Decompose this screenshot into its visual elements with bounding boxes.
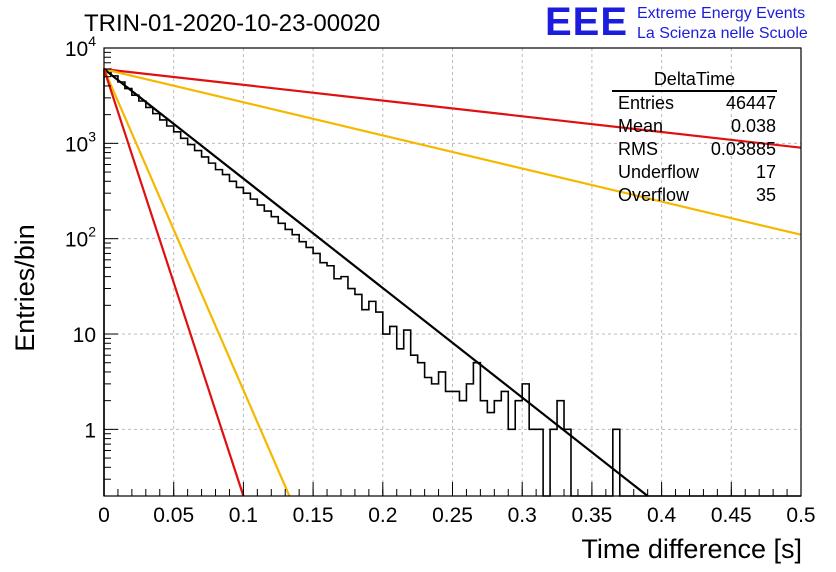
x-tick-label: 0.05 bbox=[153, 504, 194, 527]
plot-title: TRIN-01-2020-10-23-00020 bbox=[84, 10, 381, 37]
x-tick-label: 0.25 bbox=[432, 504, 473, 527]
stats-row: Underflow 17 bbox=[612, 161, 776, 184]
stats-value: 0.038 bbox=[730, 116, 776, 136]
y-tick-label: 104 bbox=[65, 33, 96, 61]
x-tick-label: 0.4 bbox=[647, 504, 677, 527]
fit-line-0 bbox=[103, 68, 802, 149]
stats-row: Mean 0.038 bbox=[612, 115, 776, 138]
x-tick-label: 0.5 bbox=[786, 504, 815, 527]
grid bbox=[104, 48, 801, 496]
stats-title: DeltaTime bbox=[612, 68, 777, 92]
x-tick-label: 0 bbox=[98, 504, 110, 527]
fit-lines bbox=[102, 68, 802, 497]
stats-label: Mean bbox=[618, 116, 664, 136]
fit-line-1 bbox=[103, 68, 802, 236]
stats-label: Entries bbox=[618, 93, 675, 113]
histogram bbox=[103, 68, 801, 497]
x-tick-label: 0.3 bbox=[508, 504, 537, 527]
stats-value: 17 bbox=[755, 162, 776, 182]
y-ticks: 1 10 102 103 104 bbox=[65, 33, 118, 497]
stats-label: RMS bbox=[618, 139, 658, 159]
x-tick-label: 0.2 bbox=[368, 504, 397, 527]
eee-logo: EEE Extreme Energy Events La Scienza nel… bbox=[545, 0, 835, 46]
stats-value: 46447 bbox=[725, 93, 776, 113]
y-tick-label: 102 bbox=[65, 224, 96, 252]
logo-line-2: La Scienza nelle Scuole bbox=[637, 25, 808, 42]
stats-label: Overflow bbox=[618, 185, 690, 205]
fit-line-4 bbox=[102, 68, 245, 497]
stats-box: DeltaTime Entries 46447 Mean 0.038 RMS 0.0388… bbox=[612, 68, 782, 207]
y-axis-label: Entries/bin bbox=[10, 224, 40, 352]
stats-row: Overflow 35 bbox=[612, 184, 776, 207]
stats-value: 35 bbox=[755, 185, 776, 205]
y-tick-label: 1 bbox=[84, 419, 96, 442]
histogram-outline bbox=[103, 68, 801, 497]
stats-value: 0.03885 bbox=[710, 139, 776, 159]
y-tick-label: 103 bbox=[65, 128, 96, 156]
x-tick-label: 0.45 bbox=[711, 504, 752, 527]
logo-mark: EEE bbox=[545, 0, 629, 44]
stats-label: Underflow bbox=[618, 162, 700, 182]
stats-row: Entries 46447 bbox=[612, 92, 776, 115]
x-ticks: 0 0.05 0.1 0.15 0.2 0.25 0.3 0.35 0.4 0.45 0.5 bbox=[98, 482, 816, 527]
x-tick-label: 0.15 bbox=[293, 504, 334, 527]
fit-line-2 bbox=[103, 68, 649, 497]
x-axis-label: Time difference [s] bbox=[581, 534, 802, 564]
x-tick-label: 0.35 bbox=[571, 504, 612, 527]
x-tick-label: 0.1 bbox=[229, 504, 258, 527]
logo-line-1: Extreme Energy Events bbox=[637, 5, 806, 22]
stats-row: RMS 0.03885 bbox=[612, 138, 776, 161]
y-tick-label: 10 bbox=[73, 324, 96, 347]
fit-line-3 bbox=[102, 68, 291, 497]
